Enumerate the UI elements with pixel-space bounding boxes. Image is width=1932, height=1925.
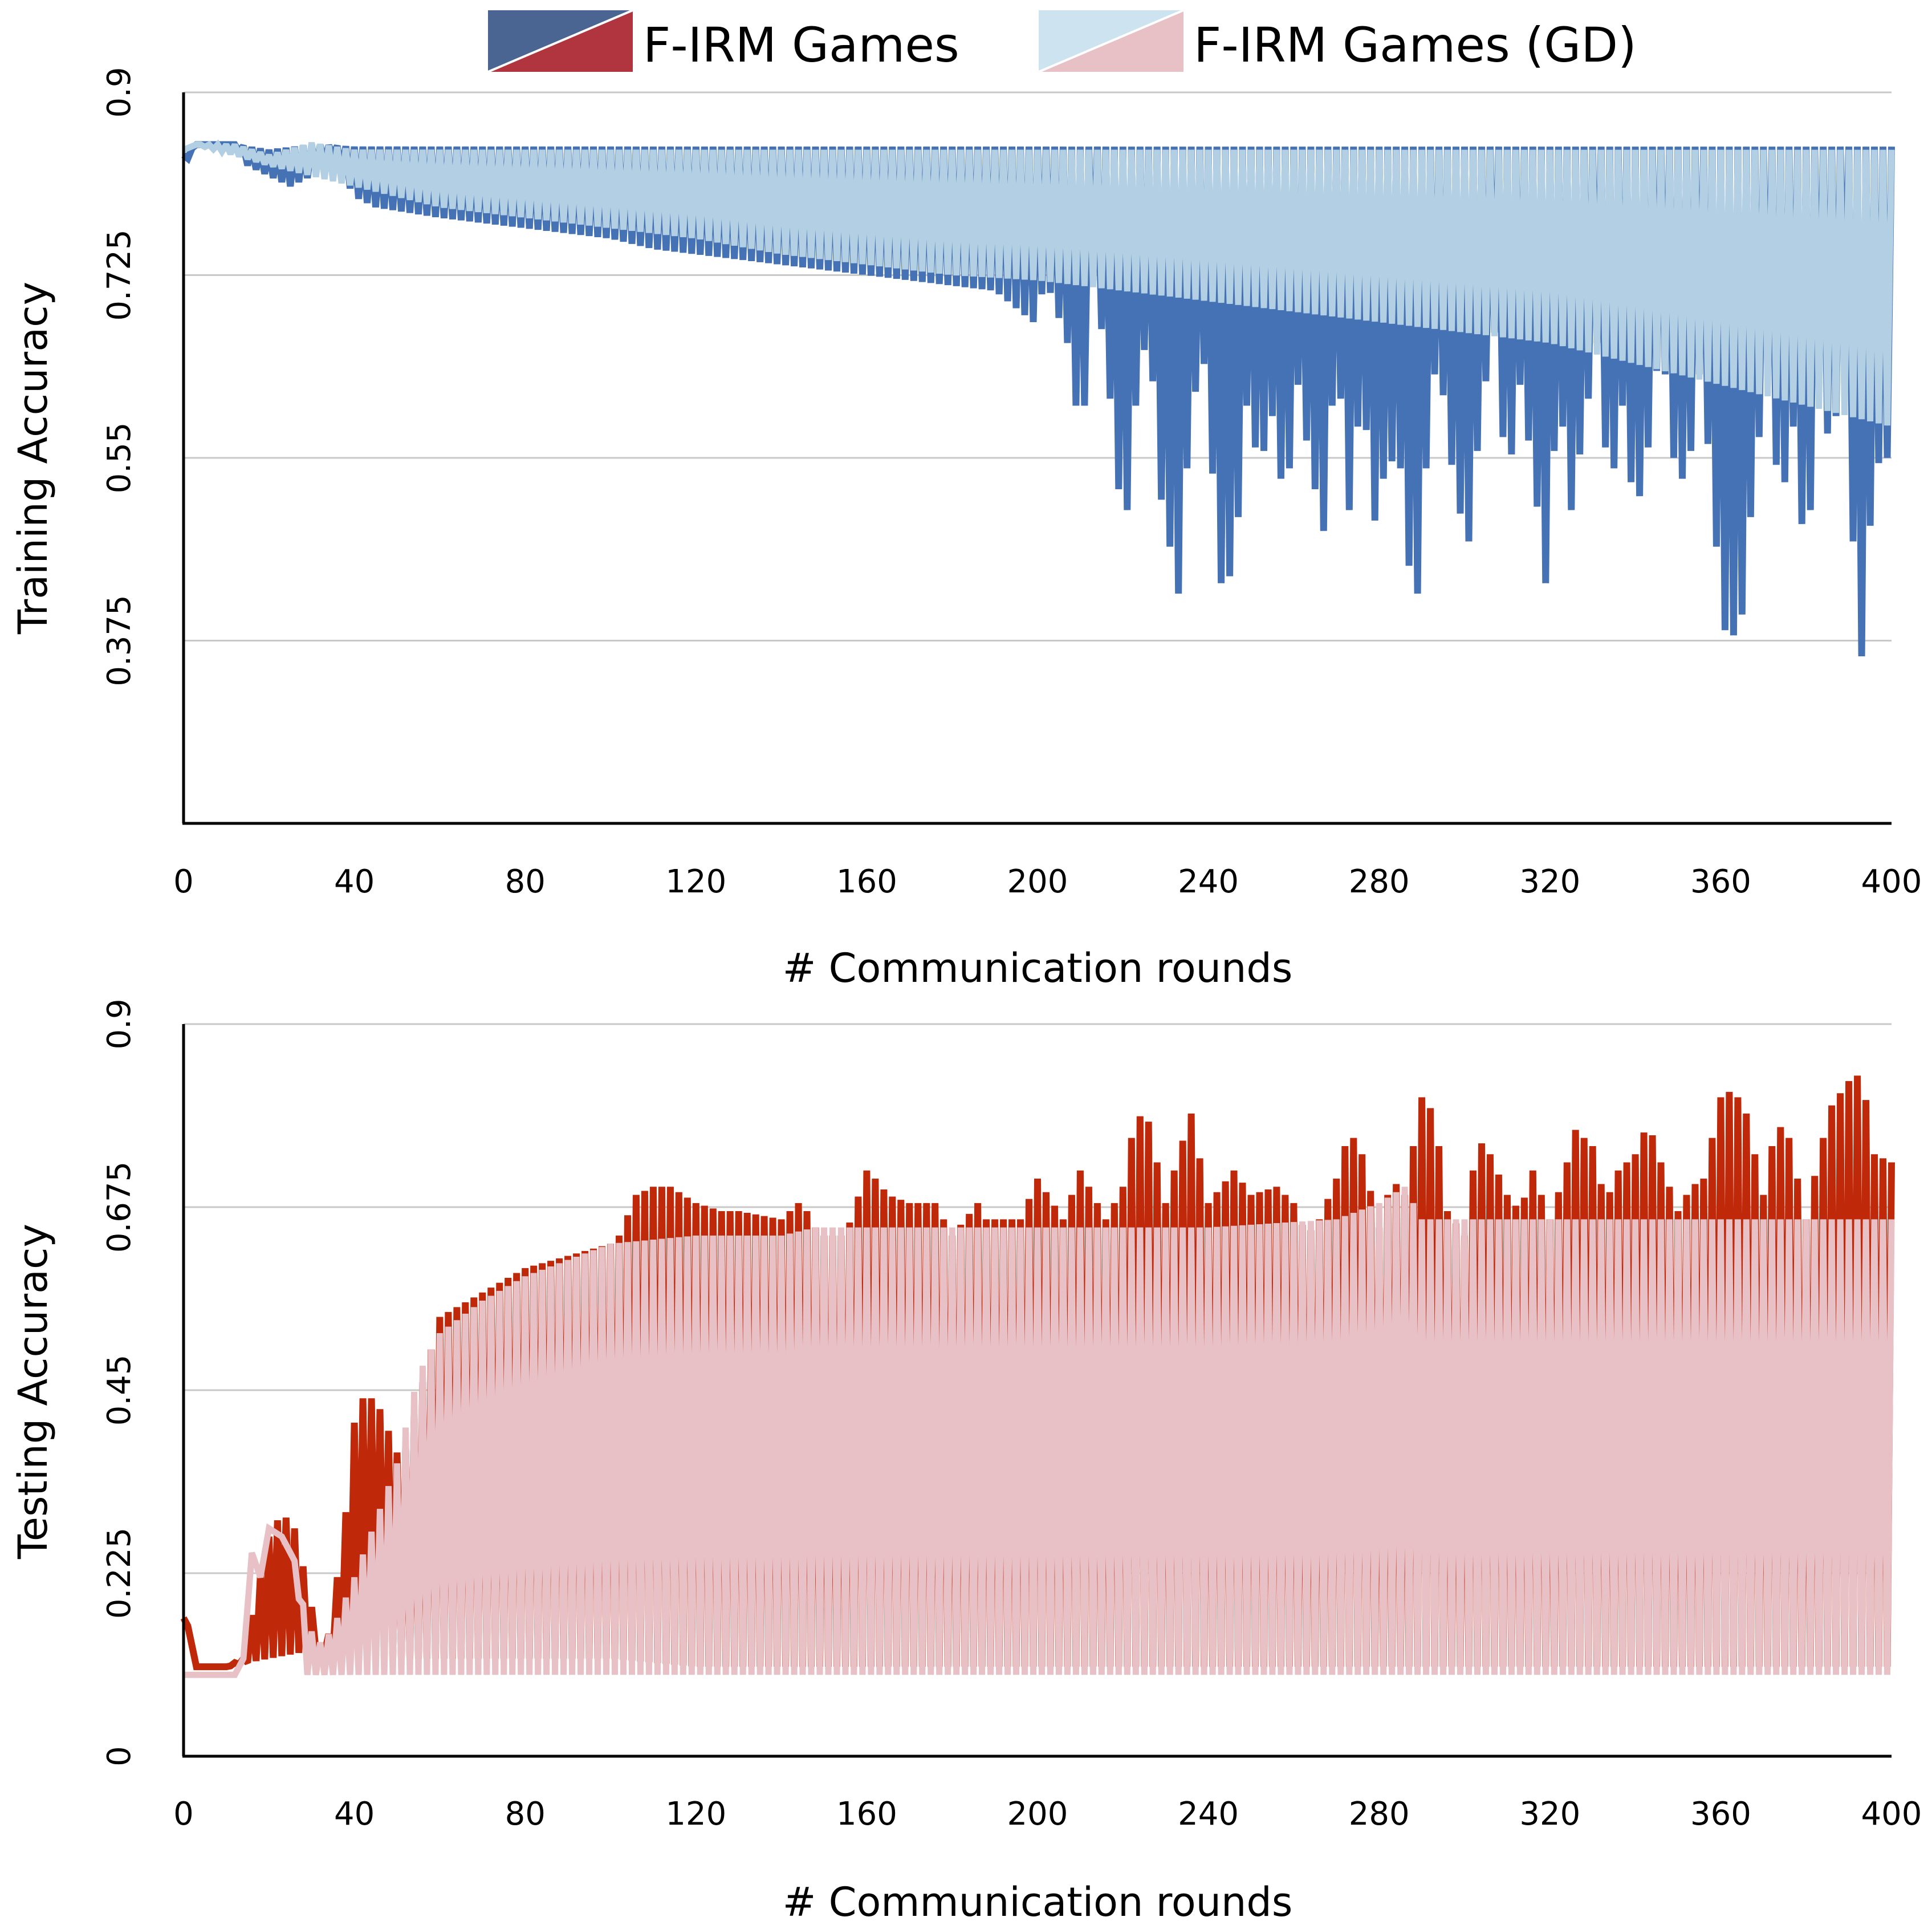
training-accuracy-chart: 0.375 0.55 0.725 0.9 0 40 80 120 160 200 240 280 32… bbox=[10, 67, 1922, 992]
testing-series-layer bbox=[180, 1075, 1895, 1678]
x-tick-label: 80 bbox=[505, 1796, 546, 1833]
x-tick-label: 280 bbox=[1349, 863, 1410, 900]
legend-swatch-firm-games-divider bbox=[487, 9, 633, 73]
x-tick-label: 200 bbox=[1007, 863, 1068, 900]
y-tick-label: 0 bbox=[101, 1746, 138, 1766]
x-tick-label: 280 bbox=[1349, 1796, 1410, 1833]
training-series-layer bbox=[181, 139, 1895, 657]
training-x-axis-title: # Communication rounds bbox=[783, 945, 1293, 992]
testing-x-ticks: 0 40 80 120 160 200 240 280 320 360 400 bbox=[173, 1796, 1922, 1833]
y-tick-label: 0.375 bbox=[101, 595, 138, 686]
x-tick-label: 40 bbox=[334, 1796, 375, 1833]
x-tick-label: 240 bbox=[1178, 863, 1239, 900]
x-tick-label: 360 bbox=[1690, 1796, 1751, 1833]
testing-y-axis-title: Testing Accuracy bbox=[10, 1224, 56, 1560]
y-tick-label: 0.9 bbox=[101, 998, 138, 1049]
y-tick-label: 0.725 bbox=[101, 229, 138, 320]
x-tick-label: 120 bbox=[665, 1796, 726, 1833]
legend-entry-firm-games-gd: F-IRM Games (GD) bbox=[1038, 9, 1637, 73]
y-tick-label: 0.9 bbox=[101, 67, 138, 117]
y-tick-label: 0.45 bbox=[101, 1355, 138, 1426]
x-tick-label: 120 bbox=[665, 863, 726, 900]
legend-entry-firm-games: F-IRM Games bbox=[487, 9, 959, 73]
x-tick-label: 320 bbox=[1519, 1796, 1580, 1833]
x-tick-label: 200 bbox=[1007, 1796, 1068, 1833]
legend: F-IRM Games F-IRM Games (GD) bbox=[487, 9, 1637, 73]
x-tick-label: 40 bbox=[334, 863, 375, 900]
x-tick-label: 400 bbox=[1861, 1796, 1922, 1833]
x-tick-label: 360 bbox=[1690, 863, 1751, 900]
legend-label-firm-games: F-IRM Games bbox=[643, 17, 959, 73]
series-line-firm-games-gd bbox=[182, 139, 1895, 426]
training-x-ticks: 0 40 80 120 160 200 240 280 320 360 400 bbox=[173, 863, 1922, 900]
x-tick-label: 400 bbox=[1861, 863, 1922, 900]
x-tick-label: 160 bbox=[836, 1796, 897, 1833]
training-y-ticks: 0.375 0.55 0.725 0.9 bbox=[101, 67, 138, 686]
x-tick-label: 0 bbox=[173, 1796, 194, 1833]
testing-y-ticks: 0 0.225 0.45 0.675 0.9 bbox=[101, 998, 138, 1766]
x-tick-label: 80 bbox=[505, 863, 546, 900]
y-tick-label: 0.55 bbox=[101, 423, 138, 494]
series-line-firm-games-gd bbox=[184, 1187, 1895, 1678]
legend-label-firm-games-gd: F-IRM Games (GD) bbox=[1194, 17, 1637, 73]
x-tick-label: 240 bbox=[1178, 1796, 1239, 1833]
testing-accuracy-chart: 0 0.225 0.45 0.675 0.9 0 40 80 120 160 200 240 280 3… bbox=[10, 998, 1922, 1925]
y-tick-label: 0.225 bbox=[101, 1528, 138, 1619]
y-tick-label: 0.675 bbox=[101, 1162, 138, 1253]
x-tick-label: 0 bbox=[173, 863, 194, 900]
training-y-axis-title: Training Accuracy bbox=[10, 282, 56, 635]
x-tick-label: 320 bbox=[1519, 863, 1580, 900]
legend-swatch-firm-games-gd-divider bbox=[1038, 9, 1184, 73]
x-tick-label: 160 bbox=[836, 863, 897, 900]
testing-x-axis-title: # Communication rounds bbox=[783, 1879, 1293, 1925]
